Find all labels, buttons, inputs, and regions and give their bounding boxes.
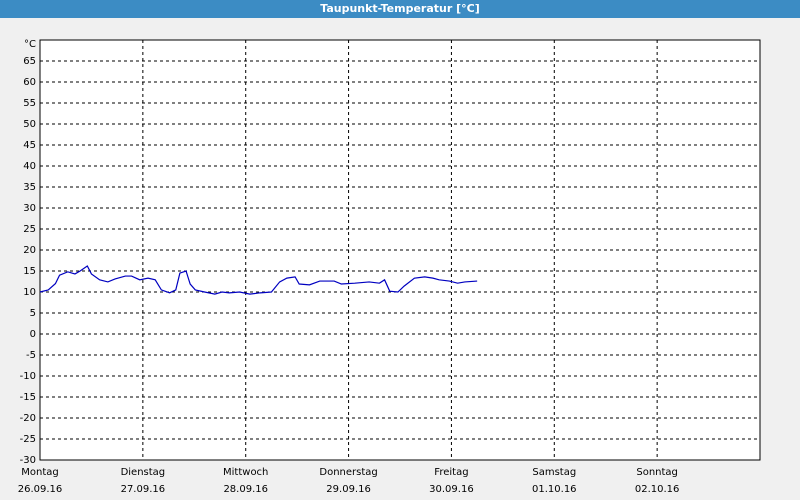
x-tick-label: Freitag xyxy=(434,467,468,478)
x-tick-label: Montag xyxy=(21,467,58,478)
y-tick-label: 65 xyxy=(23,56,36,67)
x-tick-label: Mittwoch xyxy=(223,467,268,478)
y-tick-label: -30 xyxy=(20,455,36,466)
x-tick-date: 01.10.16 xyxy=(532,484,577,495)
data-line xyxy=(39,265,478,295)
x-tick-date: 02.10.16 xyxy=(635,484,680,495)
y-tick-label: 30 xyxy=(23,203,36,214)
x-tick-date: 30.09.16 xyxy=(429,484,474,495)
y-tick-label: 5 xyxy=(30,308,36,319)
x-tick-date: 29.09.16 xyxy=(326,484,371,495)
x-tick-date: 27.09.16 xyxy=(121,484,166,495)
plot-border xyxy=(39,39,761,461)
y-tick-label: -5 xyxy=(26,350,36,361)
y-tick-label: 45 xyxy=(23,140,36,151)
y-tick-label: 60 xyxy=(23,77,36,88)
y-tick-label: 25 xyxy=(23,224,36,235)
y-tick-label: 10 xyxy=(23,287,36,298)
y-tick-label: 35 xyxy=(23,182,36,193)
y-unit: °C xyxy=(24,39,36,50)
y-tick-label: -20 xyxy=(20,413,36,424)
y-tick-label: 15 xyxy=(23,266,36,277)
y-tick-label: 40 xyxy=(23,161,36,172)
y-tick-label: -25 xyxy=(20,434,36,445)
x-tick-label: Donnerstag xyxy=(319,467,377,478)
y-tick-label: -10 xyxy=(20,371,36,382)
y-tick-label: 0 xyxy=(30,329,36,340)
x-tick-label: Sonntag xyxy=(636,467,678,478)
y-tick-label: 20 xyxy=(23,245,36,256)
chart: °C -30 -25 -20 -15 -10 -5 0 5 10 15 20 25 30 35 40 45 50… xyxy=(18,39,761,495)
x-tick-label: Samstag xyxy=(532,467,576,478)
x-tick-date: 26.09.16 xyxy=(18,484,63,495)
chart-title: Taupunkt-Temperatur [°C] xyxy=(0,0,800,18)
y-tick-label: 50 xyxy=(23,119,36,130)
x-tick-date: 28.09.16 xyxy=(223,484,268,495)
y-tick-label: 55 xyxy=(23,98,36,109)
x-tick-label: Dienstag xyxy=(121,467,166,478)
y-tick-label: -15 xyxy=(20,392,36,403)
